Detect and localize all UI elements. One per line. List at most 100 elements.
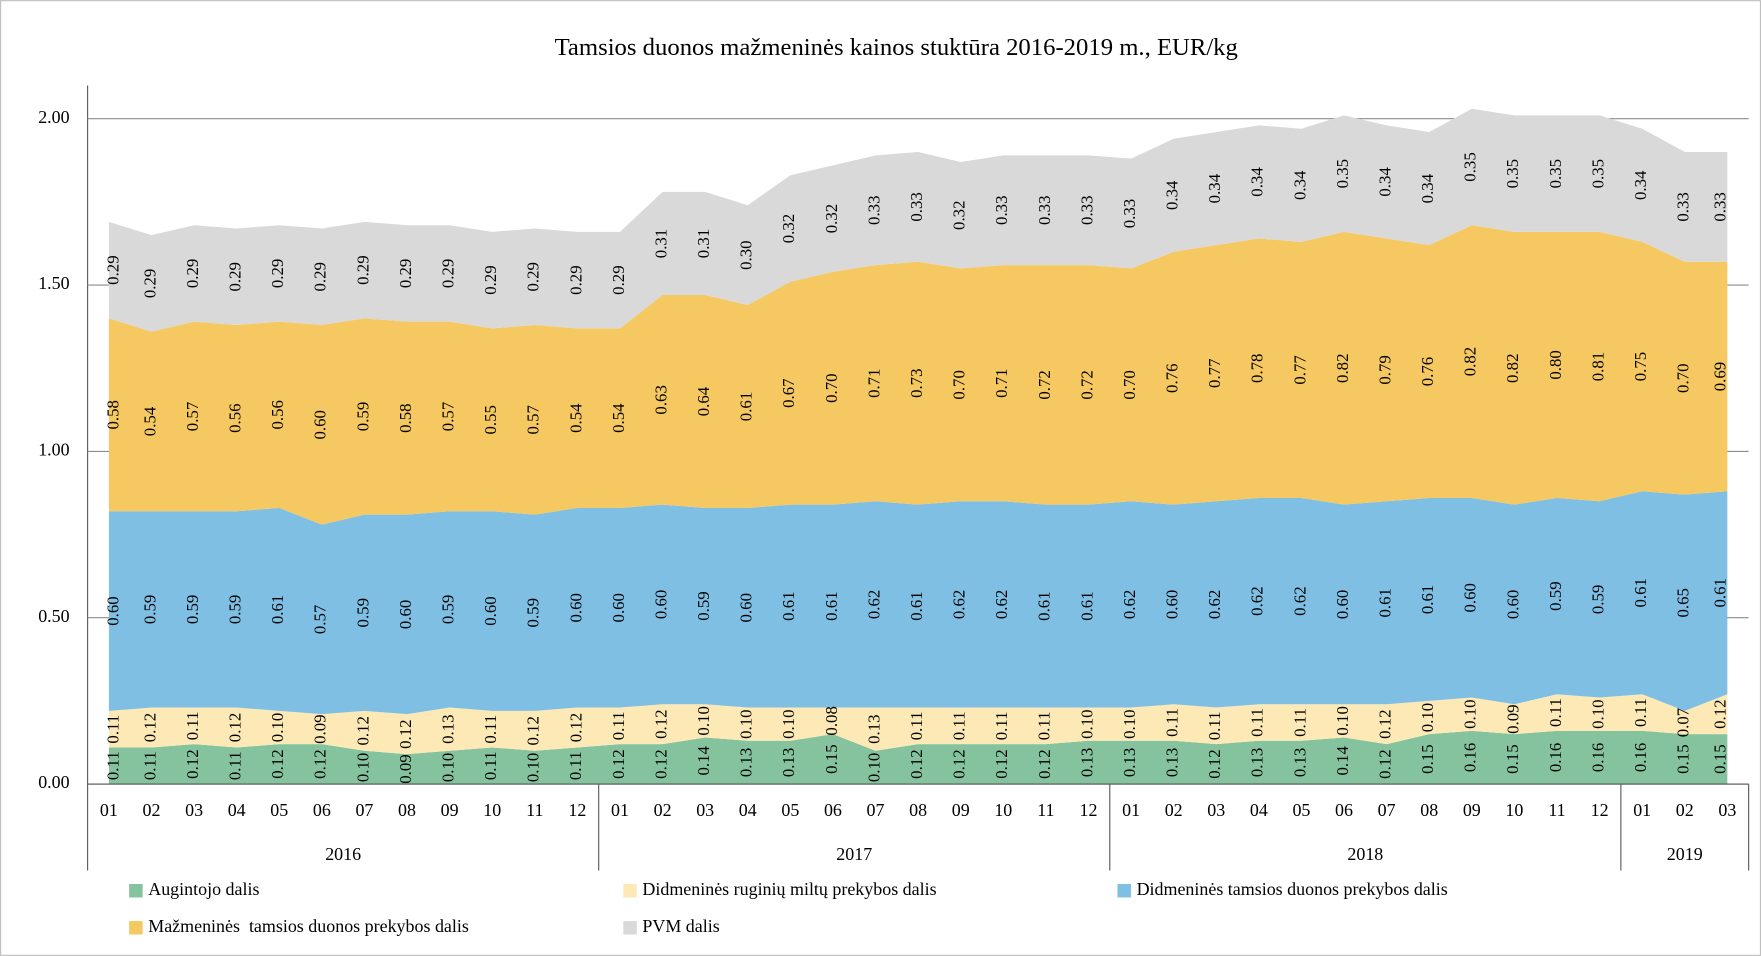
legend-label: Didmeninės ruginių miltų prekybos dalis: [642, 879, 936, 899]
data-label: 0.15: [1711, 744, 1730, 773]
data-label: 0.11: [566, 751, 585, 780]
data-label: 0.13: [737, 748, 756, 777]
area: [108, 225, 1728, 525]
data-label: 0.10: [1588, 699, 1607, 728]
data-label: 0.54: [566, 403, 585, 433]
data-label: 0.10: [1120, 709, 1139, 738]
x-tick-label: 04: [1250, 800, 1268, 820]
data-label: 0.54: [140, 406, 159, 436]
x-tick-label: 02: [1676, 800, 1694, 820]
data-label: 0.58: [396, 403, 415, 432]
data-label: 0.59: [1588, 585, 1607, 614]
area: [108, 108, 1728, 332]
data-label: 0.35: [1503, 159, 1522, 188]
x-tick-label: 11: [1037, 800, 1054, 820]
x-tick-label: 01: [1122, 800, 1140, 820]
x-tick-label: 06: [313, 800, 331, 820]
data-label: 0.35: [1588, 159, 1607, 188]
data-label: 0.34: [1631, 170, 1650, 200]
x-tick-label: 01: [1633, 800, 1651, 820]
data-label: 0.33: [1120, 199, 1139, 228]
data-label: 0.61: [268, 595, 287, 624]
data-label: 0.35: [1461, 152, 1480, 181]
data-label: 0.58: [103, 400, 122, 429]
data-label: 0.57: [524, 405, 543, 434]
data-label: 0.12: [311, 749, 330, 778]
data-label: 0.11: [481, 751, 500, 780]
data-label: 0.11: [1163, 708, 1182, 737]
data-label: 0.29: [609, 265, 628, 294]
data-label: 0.54: [609, 403, 628, 433]
x-tick-label: 12: [568, 800, 586, 820]
data-label: 0.60: [651, 590, 670, 619]
x-tick-label: 07: [867, 800, 885, 820]
data-label: 0.11: [992, 711, 1011, 740]
data-label: 0.62: [864, 590, 883, 619]
data-label: 0.70: [1674, 363, 1693, 392]
legend-label: Mažmeninės tamsios duonos prekybos dalis: [148, 916, 469, 936]
data-label: 0.65: [1674, 588, 1693, 617]
data-label: 0.33: [1077, 195, 1096, 224]
data-label: 0.55: [481, 405, 500, 434]
x-tick-label: 04: [739, 800, 757, 820]
legend-swatch: [129, 883, 143, 898]
data-label: 0.09: [311, 714, 330, 743]
x-tick-label: 02: [143, 800, 161, 820]
x-tick-label: 01: [611, 800, 629, 820]
data-label: 0.11: [481, 715, 500, 744]
data-label: 0.60: [1333, 590, 1352, 619]
data-label: 0.33: [907, 192, 926, 221]
data-label: 0.61: [1077, 591, 1096, 620]
data-label: 0.57: [183, 402, 202, 431]
data-label: 0.15: [1674, 744, 1693, 773]
data-label: 0.82: [1503, 354, 1522, 383]
data-label: 0.15: [822, 744, 841, 773]
data-label: 0.11: [1546, 698, 1565, 727]
data-label: 0.12: [950, 749, 969, 778]
x-tick-label: 06: [824, 800, 842, 820]
data-label: 0.82: [1461, 347, 1480, 376]
data-label: 0.62: [950, 590, 969, 619]
data-label: 0.60: [566, 593, 585, 622]
data-label: 0.11: [226, 751, 245, 780]
data-label: 0.59: [183, 595, 202, 624]
data-label: 0.13: [1290, 748, 1309, 777]
legend-label: Augintojo dalis: [148, 879, 259, 899]
data-label: 0.34: [1248, 167, 1267, 197]
legend-label: Didmeninės tamsios duonos prekybos dalis: [1137, 879, 1448, 899]
y-tick-label: 1.50: [38, 273, 69, 293]
x-tick-label: 09: [441, 800, 459, 820]
x-tick-label: 11: [1548, 800, 1565, 820]
legend-swatch: [1117, 883, 1131, 898]
data-label: 0.11: [1035, 711, 1054, 740]
data-label: 0.12: [566, 713, 585, 742]
data-label: 0.12: [609, 749, 628, 778]
data-label: 0.13: [1120, 748, 1139, 777]
data-label: 0.12: [1205, 749, 1224, 778]
data-label: 0.67: [779, 378, 798, 407]
data-label: 0.13: [1163, 748, 1182, 777]
x-tick-label: 09: [1463, 800, 1481, 820]
data-label: 0.61: [822, 591, 841, 620]
x-tick-label: 12: [1080, 800, 1098, 820]
data-label: 0.60: [609, 593, 628, 622]
data-label: 0.34: [1163, 180, 1182, 210]
data-label: 0.61: [1035, 591, 1054, 620]
data-label: 0.12: [524, 716, 543, 745]
data-label: 0.70: [950, 370, 969, 399]
data-label: 0.11: [103, 715, 122, 744]
data-label: 0.14: [1333, 745, 1352, 775]
data-label: 0.60: [737, 593, 756, 622]
data-label: 0.11: [103, 751, 122, 780]
x-tick-label: 07: [355, 800, 373, 820]
x-tick-label: 07: [1378, 800, 1396, 820]
data-label: 0.16: [1631, 743, 1650, 772]
data-label: 0.61: [1418, 585, 1437, 614]
x-tick-label: 03: [185, 800, 203, 820]
x-tick-label: 05: [781, 800, 799, 820]
data-label: 0.77: [1205, 358, 1224, 387]
group-label: 2016: [325, 844, 361, 864]
data-label: 0.62: [992, 590, 1011, 619]
data-label: 0.61: [779, 591, 798, 620]
data-label: 0.29: [566, 265, 585, 294]
